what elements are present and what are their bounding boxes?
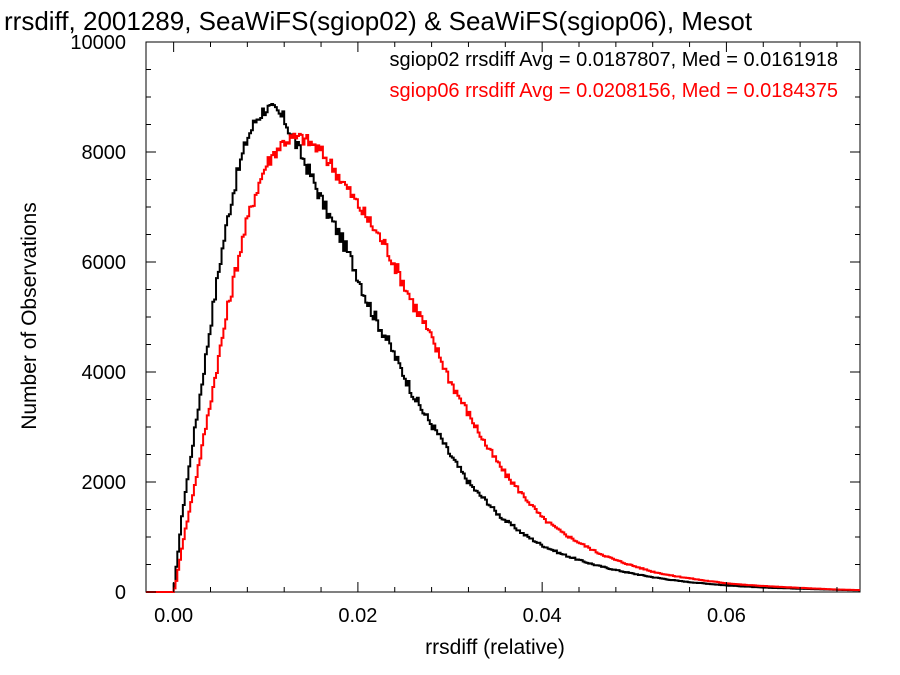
chart-title: rrsdiff, 2001289, SeaWiFS(sgiop02) & Sea… [4, 6, 753, 36]
series-sgiop06 [146, 132, 861, 593]
y-axis-label: Number of Observations [18, 202, 41, 430]
series-sgiop02 [146, 102, 861, 593]
y-tick-label: 10000 [70, 32, 126, 54]
y-tick-label: 8000 [82, 142, 127, 164]
y-tick-label: 6000 [82, 252, 127, 274]
x-tick-label: 0.06 [707, 605, 746, 627]
x-tick-label: 0.00 [154, 605, 193, 627]
y-tick-label: 4000 [82, 362, 127, 384]
x-tick-label: 0.02 [338, 605, 377, 627]
x-tick-label: 0.04 [523, 605, 562, 627]
y-tick-label: 0 [115, 582, 126, 604]
x-axis-ticks: 0.00 0.02 0.04 0.06 [154, 42, 838, 627]
legend: sgiop02 rrsdiff Avg = 0.0187807, Med = 0… [390, 49, 839, 102]
legend-entry-sgiop06: sgiop06 rrsdiff Avg = 0.0208156, Med = 0… [390, 80, 839, 102]
legend-entry-sgiop02: sgiop02 rrsdiff Avg = 0.0187807, Med = 0… [390, 49, 839, 71]
y-tick-label: 2000 [82, 472, 127, 494]
plot-area: 0.00 0.02 0.04 0.06 0 2000 4000 6000 8000 10000 [70, 32, 861, 627]
y-axis-ticks: 0 2000 4000 6000 8000 10000 [70, 32, 860, 604]
x-axis-label: rrsdiff (relative) [425, 636, 565, 659]
series-layer [146, 102, 861, 593]
